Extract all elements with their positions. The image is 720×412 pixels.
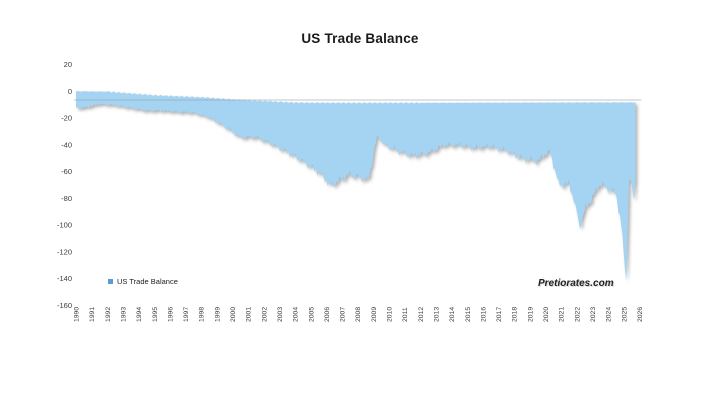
y-axis-tick-label: -140 bbox=[57, 274, 72, 283]
x-axis-tick-label: 2011 bbox=[402, 307, 409, 322]
x-axis-tick-label: 2002 bbox=[261, 307, 268, 322]
x-axis-tick-label: 1998 bbox=[199, 307, 206, 322]
y-axis-tick-label: 20 bbox=[64, 60, 72, 69]
x-axis-tick-label: 2026 bbox=[637, 307, 644, 322]
legend-label: US Trade Balance bbox=[117, 277, 178, 286]
x-axis-tick-label: 1994 bbox=[136, 307, 143, 322]
x-axis-tick-label: 2014 bbox=[449, 307, 456, 322]
x-axis-tick-label: 1996 bbox=[167, 307, 174, 322]
x-axis-tick-label: 2001 bbox=[246, 307, 253, 322]
x-axis-tick-label: 2015 bbox=[465, 307, 472, 322]
chart-title: US Trade Balance bbox=[301, 31, 419, 46]
x-axis-tick-label: 1990 bbox=[74, 307, 81, 322]
chart-legend: US Trade Balance bbox=[108, 277, 178, 286]
x-axis-tick-label: 2008 bbox=[355, 307, 362, 322]
trade-balance-area-series bbox=[76, 91, 636, 281]
x-axis-tick-label: 1995 bbox=[152, 307, 159, 322]
x-axis-tick-label: 2010 bbox=[387, 307, 394, 322]
x-axis-tick-label: 2017 bbox=[496, 307, 503, 322]
y-axis-tick-label: -100 bbox=[57, 221, 72, 230]
y-axis-tick-label: -20 bbox=[61, 114, 72, 123]
x-axis-tick-label: 2013 bbox=[433, 307, 440, 322]
y-axis-tick-label: -120 bbox=[57, 247, 72, 256]
x-axis-tick-label: 2009 bbox=[371, 307, 378, 322]
x-axis-tick-label: 1997 bbox=[183, 307, 190, 322]
x-axis-tick-label: 2000 bbox=[230, 307, 237, 322]
y-axis-tick-label: -80 bbox=[61, 194, 72, 203]
x-axis-tick-label: 2024 bbox=[606, 307, 613, 322]
x-axis-tick-label: 2004 bbox=[293, 307, 300, 322]
x-axis-tick-label: 1991 bbox=[89, 307, 96, 322]
x-axis-tick-label: 2025 bbox=[621, 307, 628, 322]
legend-marker-icon bbox=[108, 279, 113, 284]
watermark-pretiorates: Pretiorates.com bbox=[538, 278, 614, 289]
x-axis-tick-label: 2023 bbox=[590, 307, 597, 322]
x-axis-tick-label: 2019 bbox=[527, 307, 534, 322]
x-axis-tick-label: 2016 bbox=[480, 307, 487, 322]
x-axis-tick-label: 2018 bbox=[512, 307, 519, 322]
x-axis-tick-label: 2020 bbox=[543, 307, 550, 322]
x-axis-tick-label: 2021 bbox=[559, 307, 566, 322]
x-axis-tick-label: 2012 bbox=[418, 307, 425, 322]
x-axis-tick-label: 1992 bbox=[105, 307, 112, 322]
x-axis-tick-label: 1999 bbox=[214, 307, 221, 322]
x-axis-tick-label: 2006 bbox=[324, 307, 331, 322]
x-axis-tick-label: 2005 bbox=[308, 307, 315, 322]
x-axis-tick-label: 2022 bbox=[574, 307, 581, 322]
x-axis-tick-label: 2003 bbox=[277, 307, 284, 322]
y-axis-tick-label: -160 bbox=[57, 301, 72, 310]
x-axis-tick-label: 2007 bbox=[340, 307, 347, 322]
y-axis-tick-label: 0 bbox=[68, 87, 72, 96]
y-axis-tick-label: -40 bbox=[61, 140, 72, 149]
y-axis-tick-label: -60 bbox=[61, 167, 72, 176]
x-axis-tick-label: 1993 bbox=[121, 307, 128, 322]
